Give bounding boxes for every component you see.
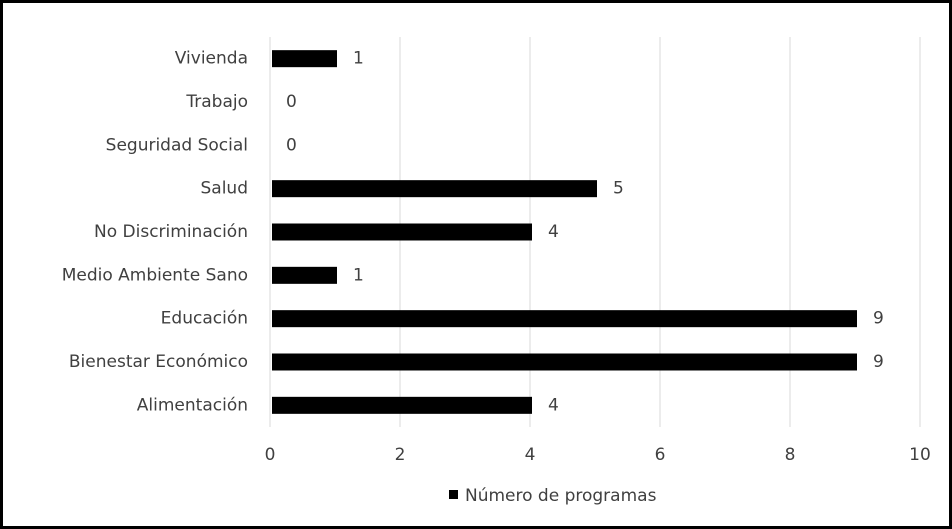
- category-label: No Discriminación: [94, 222, 248, 242]
- x-tick-label: 4: [525, 445, 536, 465]
- data-label: 9: [873, 352, 884, 372]
- category-label: Alimentación: [137, 395, 248, 415]
- bars: [272, 50, 857, 414]
- data-label: 1: [353, 49, 364, 69]
- x-tick-label: 8: [785, 445, 796, 465]
- category-label: Trabajo: [185, 92, 248, 112]
- x-tick-label: 6: [655, 445, 666, 465]
- bar: [272, 266, 337, 284]
- bar: [272, 223, 532, 241]
- data-labels: 1 0 0 5 4 1 9 9 4: [286, 49, 884, 416]
- data-label: 4: [548, 395, 559, 415]
- bar: [272, 50, 337, 68]
- x-tick-label: 2: [395, 445, 406, 465]
- category-label: Medio Ambiente Sano: [62, 265, 248, 285]
- bar: [272, 353, 857, 371]
- bar: [272, 310, 857, 328]
- data-label: 9: [873, 309, 884, 329]
- category-label: Bienestar Económico: [69, 352, 248, 372]
- legend: Número de programas: [449, 486, 657, 506]
- bar: [272, 180, 597, 198]
- data-label: 0: [286, 92, 297, 112]
- legend-swatch: [449, 490, 458, 499]
- legend-label: Número de programas: [465, 486, 657, 506]
- category-labels: Vivienda Trabajo Seguridad Social Salud No D…: [62, 49, 248, 416]
- x-tick-label: 10: [909, 445, 931, 465]
- data-label: 1: [353, 265, 364, 285]
- category-label: Seguridad Social: [106, 135, 248, 155]
- data-label: 5: [613, 179, 624, 199]
- category-label: Salud: [201, 179, 249, 199]
- category-label: Educación: [161, 309, 248, 329]
- data-label: 0: [286, 135, 297, 155]
- bar: [272, 396, 532, 414]
- data-label: 4: [548, 222, 559, 242]
- x-axis-ticks: 0 2 4 6 8 10: [265, 445, 931, 465]
- x-tick-label: 0: [265, 445, 276, 465]
- category-label: Vivienda: [175, 49, 248, 69]
